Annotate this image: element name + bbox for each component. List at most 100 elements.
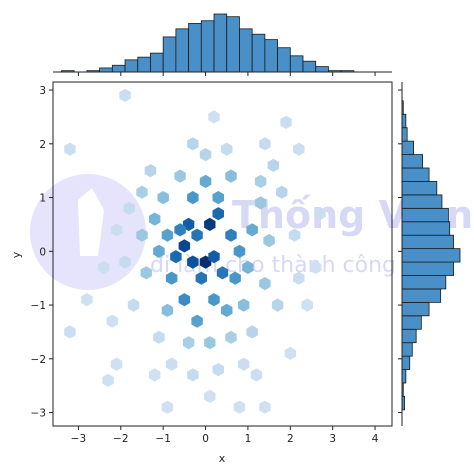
y-tick-label: −3 [31, 408, 46, 420]
hexbin-cell [106, 314, 118, 328]
hexbin-cell [119, 255, 131, 269]
hexbin-cell [242, 260, 254, 274]
histogram-bar-y [401, 207, 449, 223]
histogram-bar-x [226, 16, 240, 73]
hexbin-cell [204, 336, 216, 350]
histogram-bar-x [213, 13, 228, 73]
hexbin-cell [119, 88, 131, 102]
hexbin-cell [187, 137, 199, 151]
hexbin-cell [204, 389, 216, 403]
histogram-bar-x [111, 64, 126, 73]
histogram-bar-x [150, 52, 164, 73]
hexbin-cell [310, 260, 322, 274]
histogram-bar-y [401, 301, 430, 317]
histogram-bar-x [124, 59, 139, 73]
histogram-bar-x [99, 67, 113, 73]
hexbin-cell [284, 346, 296, 360]
y-tick-label: 3 [39, 85, 46, 97]
hexbin-cell [246, 223, 258, 237]
histogram-bar-y [401, 248, 461, 263]
svg-text:đi làm cho thành công: đi làm cho thành công [150, 253, 396, 278]
y-tick-label: 0 [39, 246, 46, 258]
hexbin-cell [280, 115, 292, 129]
histogram-bar-x [200, 20, 215, 73]
hexbin-cell [199, 174, 212, 188]
hexbin-cell [238, 298, 250, 312]
marginal-histogram-y [401, 100, 461, 411]
hexbin-cell [238, 357, 250, 371]
x-tick-label: 2 [287, 433, 294, 445]
y-axis-label: y [10, 251, 23, 258]
hexbin-cell [178, 293, 191, 307]
hexbin-cell [153, 244, 165, 258]
hexbin-cell [170, 250, 182, 264]
hexbin-cell [301, 298, 313, 312]
x-tick-label: −1 [155, 433, 170, 445]
hexbin-cell [178, 239, 191, 253]
x-axis-label: x [219, 452, 226, 465]
hexbin-cell [161, 228, 174, 242]
hexbin-cell [136, 228, 148, 242]
hexbin-cell [149, 212, 161, 226]
hexbin-cell [187, 191, 199, 205]
hexbin-cell [314, 207, 326, 221]
histogram-bar-x [251, 33, 266, 73]
hexbin-cell [212, 363, 224, 377]
hexbin-cell [208, 250, 220, 264]
hexbin-cell [161, 400, 174, 414]
histogram-bar-y [401, 140, 415, 155]
hexbin-cell [271, 298, 284, 312]
x-tick-label: −2 [113, 433, 128, 445]
hexbin-cell [174, 223, 186, 237]
histogram-bar-x [315, 66, 329, 73]
hexbin-cell [254, 174, 267, 188]
y-tick-label: 2 [39, 139, 46, 151]
histogram-bar-x [175, 28, 189, 73]
hexbin-cell [216, 266, 229, 280]
hexbin-cell [204, 217, 216, 231]
hexbin-cell [64, 325, 76, 339]
histogram-bar-y [401, 221, 451, 236]
top-hist-ticks [77, 72, 376, 76]
hexbin-cell [136, 185, 148, 199]
histogram-bar-x [188, 23, 202, 73]
hexbin-cell [221, 142, 233, 156]
x-tick-label: 1 [245, 433, 252, 445]
right-hist-ticks [398, 89, 402, 414]
hexbin-cell [165, 357, 178, 371]
y-axis-ticks: −3 −2 −1 0 1 2 3 [31, 85, 53, 420]
hexbin-cell [225, 169, 237, 183]
hexbin-cell [208, 293, 220, 307]
hexbin-cell [165, 271, 178, 285]
histogram-bar-y [401, 154, 424, 169]
histogram-bar-y [401, 261, 454, 276]
y-tick-label: −1 [31, 300, 46, 312]
hexbin-cell [225, 228, 237, 242]
hexbin-cell [293, 271, 305, 285]
hexbin-cell [187, 368, 199, 382]
hexbin-cell [225, 330, 237, 344]
x-tick-label: −3 [71, 433, 86, 445]
hexbin-cell [246, 325, 258, 339]
histogram-bar-y [401, 181, 438, 196]
hexbin-cell [199, 148, 212, 162]
hexbin-cell [144, 164, 157, 178]
histogram-bar-x [264, 39, 278, 73]
x-tick-label: 3 [329, 433, 336, 445]
hexbin-cell [161, 303, 174, 317]
x-tick-label: 4 [372, 433, 379, 445]
hexbin-cell [110, 223, 123, 237]
hexbin-cell [267, 158, 280, 172]
hexbin-cell [123, 201, 135, 215]
histogram-bar-y [401, 275, 447, 290]
y-tick-label: −2 [31, 354, 46, 366]
hexbin-cell [140, 266, 152, 280]
hexbin-cell [98, 260, 110, 274]
hexbin-cell [233, 400, 246, 414]
hexbin-cell [208, 110, 220, 124]
histogram-bar-y [401, 167, 430, 182]
hexbin-cell [254, 196, 267, 210]
hexbin-cell [259, 400, 271, 414]
hexbin-cell [102, 373, 114, 387]
